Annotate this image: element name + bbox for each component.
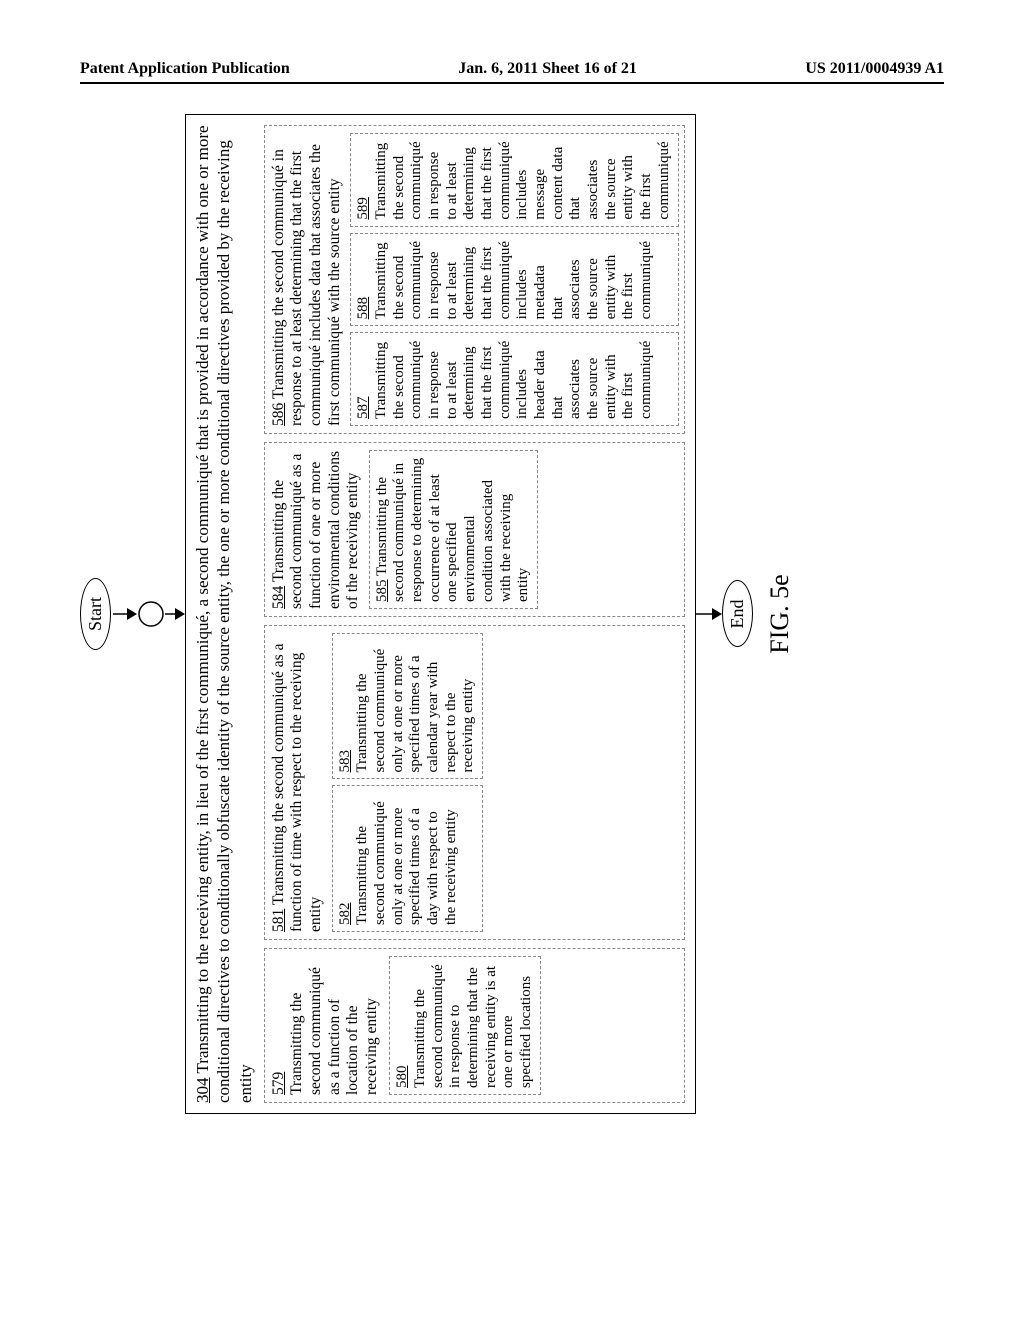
text-588: Transmitting the second communiqué in re… [373, 241, 654, 319]
end-terminal: End [722, 581, 753, 648]
header-right: US 2011/0004939 A1 [805, 60, 944, 78]
box-304-text: 304 Transmitting to the receiving entity… [192, 125, 256, 1103]
page-header: Patent Application Publication Jan. 6, 2… [80, 60, 944, 84]
sub-boxes-row: 579 Transmitting the second communiqué a… [264, 125, 685, 1103]
ref-579: 579 [270, 1072, 287, 1095]
text-304: Transmitting to the receiving entity, in… [193, 125, 255, 1103]
box-582: 582 Transmitting the second communiqué o… [332, 786, 484, 933]
text-585: Transmitting the second communiqué in re… [374, 458, 532, 602]
text-583: Transmitting the second communiqué only … [354, 649, 476, 773]
start-terminal-wrap: Start [80, 114, 111, 1114]
arrow-connector [165, 114, 185, 1114]
box-586: 586 Transmitting the second communiqué i… [264, 125, 685, 434]
box-580: 580 Transmitting the second communiqué i… [389, 956, 541, 1095]
header-center: Jan. 6, 2011 Sheet 16 of 21 [458, 60, 637, 78]
ref-587: 587 [355, 397, 371, 420]
text-582: Transmitting the second communiqué only … [354, 801, 458, 925]
figure-label: FIG. 5e [765, 114, 795, 1114]
text-586: Transmitting the second communiqué in re… [270, 144, 343, 426]
text-579: Transmitting the second communiqué as a … [288, 967, 379, 1095]
figure-area: Start 304 Transmitting to the receiving … [80, 114, 944, 1114]
text-581: Transmitting the second communiqué as a … [270, 644, 324, 932]
ref-584: 584 [270, 586, 287, 609]
ref-583: 583 [337, 750, 353, 773]
start-terminal: Start [80, 578, 111, 650]
arrow-start [113, 114, 137, 1114]
box-583: 583 Transmitting the second communiqué o… [332, 633, 484, 780]
ref-582: 582 [337, 903, 353, 926]
box-584: 584 Transmitting the second communiqué a… [264, 442, 685, 617]
connector-circle [137, 114, 165, 1114]
row-587-589: 587 Transmitting the second communiqué i… [350, 133, 678, 426]
ref-585: 585 [374, 580, 390, 603]
box-579: 579 Transmitting the second communiqué a… [264, 948, 685, 1103]
box-589: 589 Transmitting the second communiqué i… [350, 133, 678, 227]
box-588: 588 Transmitting the second communiqué i… [350, 233, 678, 327]
row-582-583: 582 Transmitting the second communiqué o… [332, 633, 484, 932]
text-587: Transmitting the second communiqué in re… [373, 341, 654, 419]
ref-581: 581 [270, 909, 287, 932]
arrow-end [696, 114, 722, 1114]
ref-589: 589 [355, 197, 371, 220]
ref-588: 588 [355, 297, 371, 320]
text-580: Transmitting the second communiqué in re… [412, 964, 534, 1088]
box-585: 585 Transmitting the second communiqué i… [369, 450, 538, 609]
ref-580: 580 [394, 1066, 410, 1089]
patent-page: Patent Application Publication Jan. 6, 2… [0, 0, 1024, 1320]
box-304: 304 Transmitting to the receiving entity… [185, 114, 696, 1114]
ref-586: 586 [270, 403, 287, 426]
end-terminal-wrap: End [722, 114, 753, 1114]
flowchart: Start 304 Transmitting to the receiving … [80, 114, 940, 1114]
text-584: Transmitting the second communiqué as a … [270, 451, 361, 609]
box-581: 581 Transmitting the second communiqué a… [264, 625, 685, 940]
header-left: Patent Application Publication [80, 60, 290, 78]
ref-304: 304 [193, 1078, 212, 1104]
text-589: Transmitting the second communiqué in re… [373, 141, 672, 219]
box-587: 587 Transmitting the second communiqué i… [350, 332, 678, 426]
